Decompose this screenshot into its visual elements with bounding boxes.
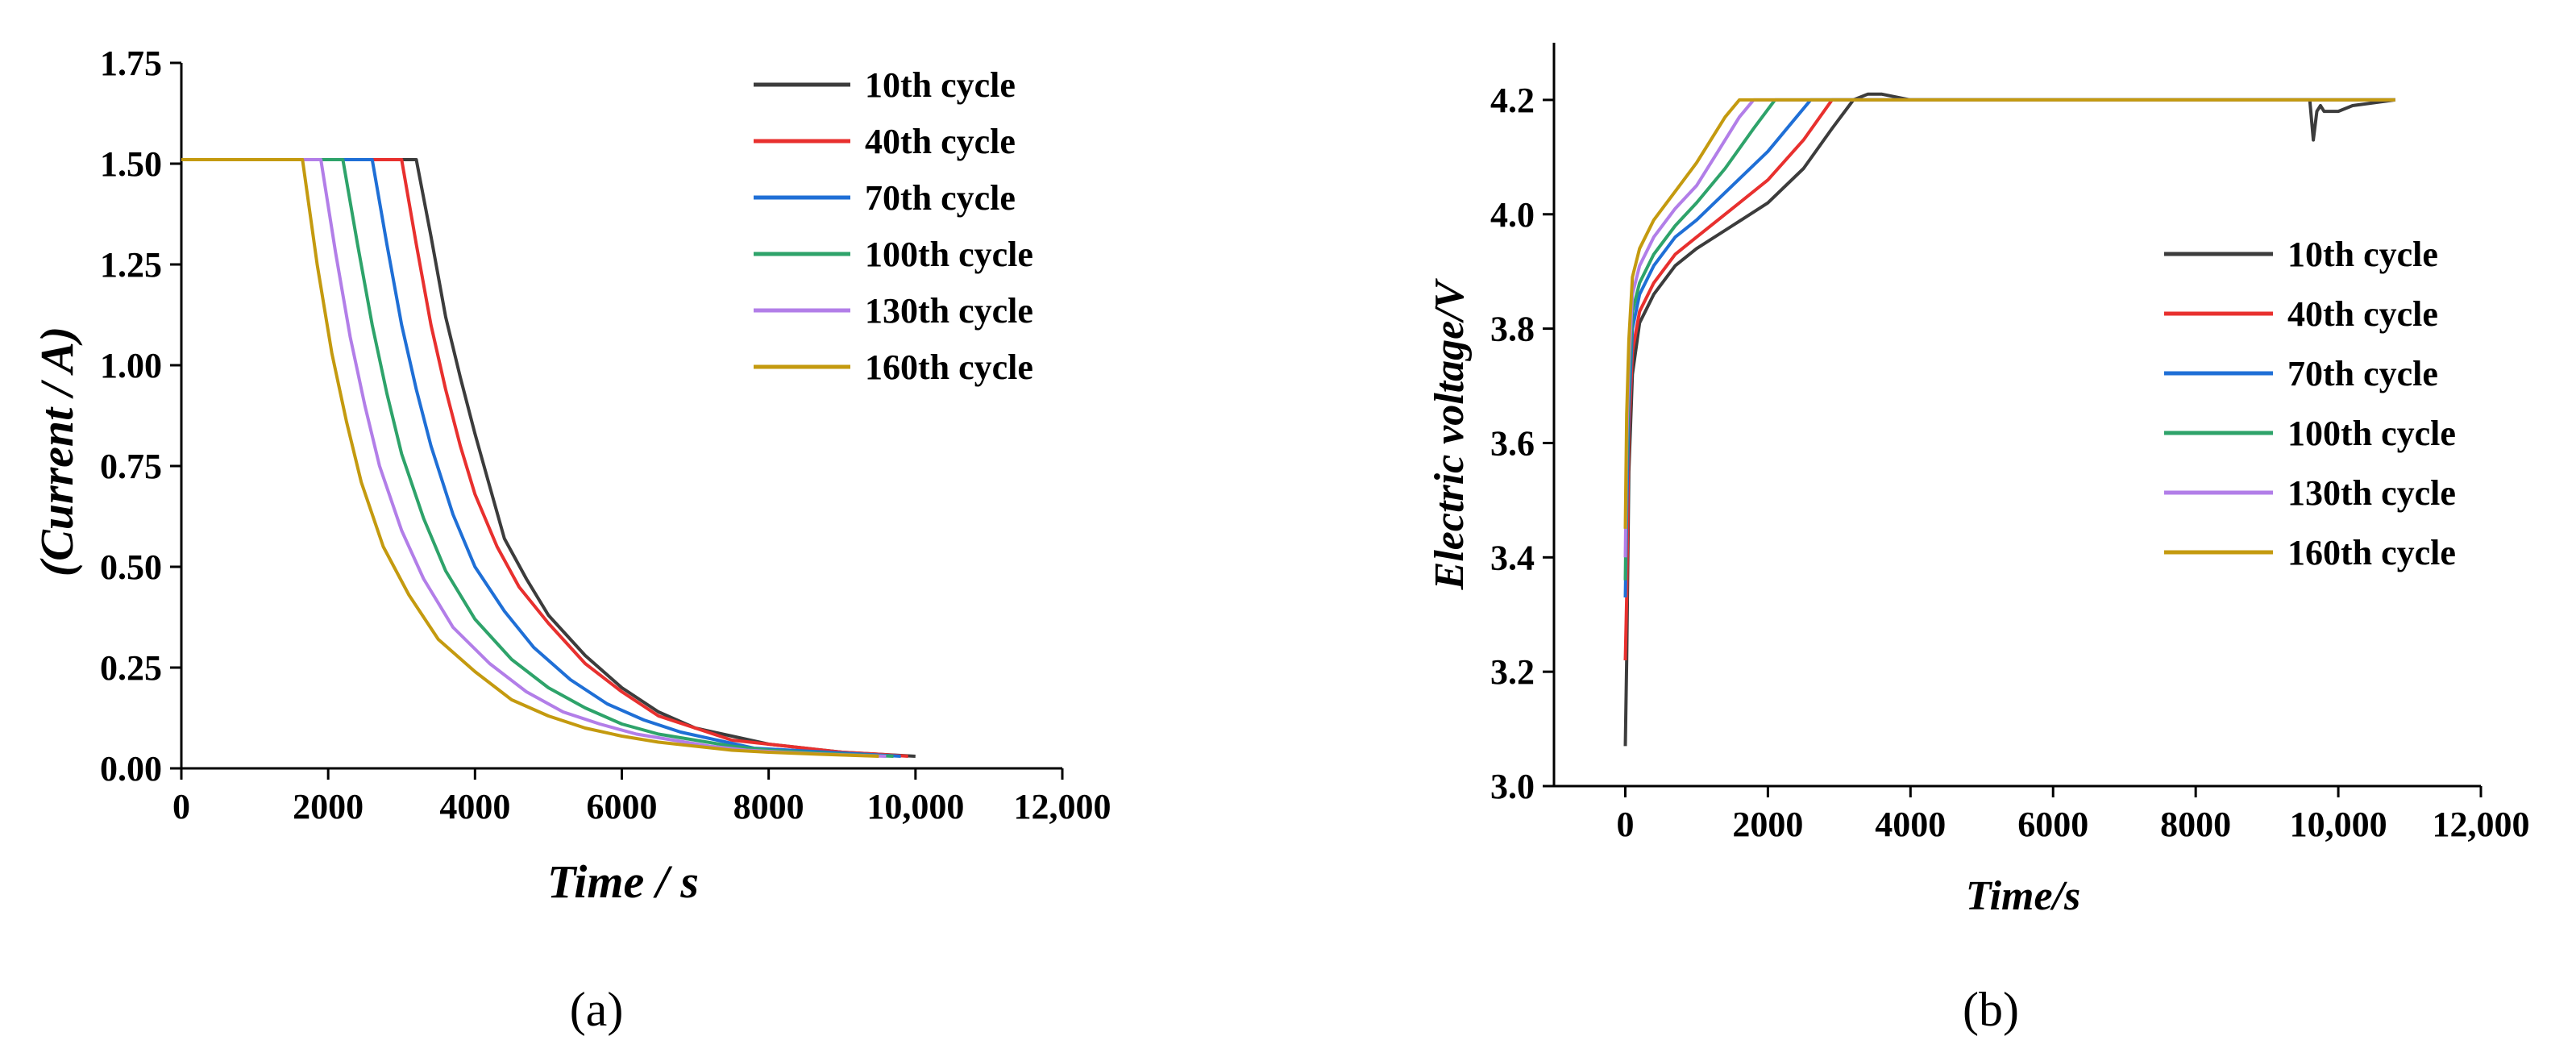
chart-b-x-tick-label: 4000: [1875, 805, 1946, 844]
chart-a-legend-label: 70th cycle: [865, 178, 1016, 218]
chart-b-y-tick-label: 3.0: [1490, 767, 1535, 806]
chart-a-panel-label: (a): [570, 983, 624, 1036]
chart-b-ylabel: Electric voltage/V: [1427, 277, 1473, 590]
chart-a-ylabel: (Current / A): [31, 327, 83, 576]
chart-a-series-line-4: [181, 158, 894, 758]
chart-a-xlabel: Time / s: [547, 855, 699, 908]
chart-b-legend-label: 130th cycle: [2287, 473, 2456, 513]
chart-a-x-tick-label: 12,000: [1014, 787, 1111, 826]
chart-a-series-line-6: [181, 158, 879, 758]
chart-b-y-tick-label: 3.6: [1490, 423, 1535, 463]
chart-a-y-tick-label: 0.25: [100, 648, 162, 688]
chart-b-legend: 10th cycle 40th cycle 70th cycle 100th cycl…: [2164, 235, 2456, 572]
chart-b-x-tick-label: 2000: [1732, 805, 1803, 844]
chart-b-y-tick-label: 3.4: [1490, 538, 1535, 577]
chart-a-x-tick-label: 6000: [587, 787, 658, 826]
chart-a-x-tick-label: 0: [172, 787, 190, 826]
chart-a-y-tick-label: 1.50: [100, 144, 162, 184]
chart-a-x-tick-label: 4000: [439, 787, 510, 826]
chart-a-x-tick-label: 10,000: [866, 787, 964, 826]
chart-b-series-line-1: [1623, 92, 2396, 747]
chart-b-x-tick-label: 0: [1616, 805, 1634, 844]
chart-a-y-tick-label: 0.75: [100, 447, 162, 486]
chart-b-series-line-6: [1623, 98, 2395, 529]
chart-b-x-tick-label: 8000: [2160, 805, 2231, 844]
chart-b: 0 2000 4000 6000 8000 10,000 12,000 3.0 3.2 3.4 3.…: [1427, 43, 2530, 1036]
chart-a-axes: [180, 63, 1062, 770]
chart-b-series-line-4: [1623, 98, 2395, 581]
chart-b-y-tick-label: 3.8: [1490, 310, 1535, 349]
chart-b-xlabel: Time/s: [1966, 873, 2081, 919]
chart-b-panel-label: (b): [1963, 983, 2019, 1036]
chart-b-legend-label: 70th cycle: [2287, 354, 2438, 393]
chart-b-legend-label: 40th cycle: [2287, 294, 2438, 334]
chart-a-series-line-2: [181, 158, 908, 758]
chart-a-series-line-5: [181, 158, 887, 758]
chart-a-legend-label: 10th cycle: [865, 65, 1016, 105]
chart-a-y-tick-label: 1.75: [100, 44, 162, 83]
chart-b-legend-label: 160th cycle: [2287, 533, 2456, 572]
chart-a-y-tick-label: 0.00: [100, 749, 162, 789]
chart-a-y-tick-label: 0.50: [100, 547, 162, 587]
chart-a-y-tick-label: 1.25: [100, 245, 162, 285]
chart-b-series: [1623, 92, 2396, 747]
chart-b-x-tick-label: 6000: [2017, 805, 2088, 844]
chart-b-series-line-2: [1623, 98, 2395, 661]
chart-a: 0 2000 4000 6000 8000 10,000 12,000 0.00 0.25 0.5…: [31, 44, 1111, 1036]
chart-b-series-line-3: [1623, 98, 2395, 598]
chart-b-x-tick-label: 12,000: [2433, 805, 2530, 844]
chart-a-x-tick-label: 2000: [293, 787, 364, 826]
chart-a-y-tick-label: 1.00: [100, 346, 162, 385]
chart-b-legend-label: 100th cycle: [2287, 414, 2456, 453]
chart-a-ticks: 0 2000 4000 6000 8000 10,000 12,000 0.00 0.25 0.5…: [100, 44, 1111, 826]
chart-b-x-tick-label: 10,000: [2290, 805, 2387, 844]
chart-a-legend-label: 160th cycle: [865, 347, 1033, 387]
chart-a-x-tick-label: 8000: [733, 787, 804, 826]
chart-a-legend-label: 40th cycle: [865, 122, 1016, 161]
chart-b-y-tick-label: 3.2: [1490, 652, 1535, 692]
chart-a-series-line-3: [181, 158, 901, 758]
chart-b-series-line-5: [1623, 98, 2395, 558]
chart-b-axes: [1552, 43, 2481, 788]
chart-a-series: [181, 158, 916, 758]
chart-a-legend: 10th cycle 40th cycle 70th cycle 100th cycl…: [754, 65, 1033, 387]
chart-a-series-line-1: [181, 158, 916, 758]
chart-a-legend-label: 100th cycle: [865, 235, 1033, 274]
chart-b-legend-label: 10th cycle: [2287, 235, 2438, 274]
chart-b-y-tick-label: 4.0: [1490, 195, 1535, 235]
chart-b-ticks: 0 2000 4000 6000 8000 10,000 12,000 3.0 3.2 3.4 3.…: [1490, 81, 2530, 844]
chart-a-legend-label: 130th cycle: [865, 291, 1033, 331]
chart-b-y-tick-label: 4.2: [1490, 81, 1535, 120]
